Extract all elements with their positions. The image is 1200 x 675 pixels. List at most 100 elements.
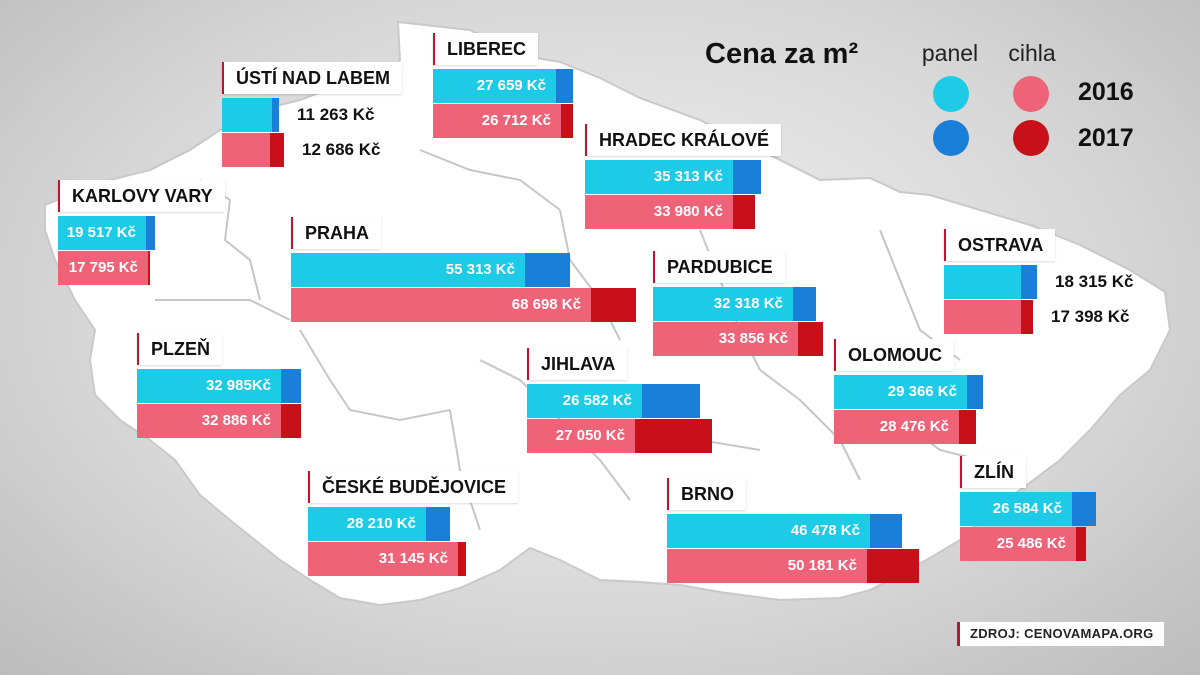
panel-2016-segment — [222, 98, 272, 132]
cihla-bar: 25 486 Kč — [960, 527, 1086, 561]
panel-2016-segment — [585, 160, 733, 194]
panel-value-label: 26 584 Kč — [992, 500, 1062, 517]
city-label: JIHLAVA — [527, 348, 628, 380]
panel-value-label: 28 210 Kč — [346, 515, 416, 532]
cihla-2016-segment — [433, 104, 561, 138]
cihla-2017-segment — [270, 133, 284, 167]
panel-2016-segment — [653, 287, 793, 321]
cihla-2017-segment — [635, 419, 712, 453]
chart-title: Cena za m² — [705, 38, 859, 70]
cihla-bar: 68 698 Kč — [291, 288, 636, 322]
cihla-2017-segment — [1076, 527, 1086, 561]
cihla-bar: 33 856 Kč — [653, 322, 823, 356]
cihla-bar: 33 980 Kč — [585, 195, 755, 229]
panel-value-label: 46 478 Kč — [790, 522, 860, 539]
cihla-2017-segment — [281, 404, 301, 438]
panel-2016-segment — [291, 253, 525, 287]
cihla-bar: 50 181 Kč — [667, 549, 919, 583]
city-label: ČESKÉ BUDĚJOVICE — [308, 471, 519, 503]
cihla-bar: 12 686 Kč — [222, 133, 380, 167]
cihla-2016-segment — [222, 133, 270, 167]
panel-2016-segment — [58, 216, 146, 250]
cihla-2017-segment — [867, 549, 919, 583]
cihla-2017-segment — [959, 410, 976, 444]
panel-bar: 55 313 Kč — [291, 253, 570, 287]
panel-value-label: 32 985Kč — [205, 377, 271, 394]
legend-year-2017: 2017 — [1078, 124, 1134, 152]
cihla-value-label: 32 886 Kč — [201, 412, 271, 429]
cihla-value-label: 17 795 Kč — [68, 259, 138, 276]
panel-bar: 29 366 Kč — [834, 375, 983, 409]
panel-bar: 19 517 Kč — [58, 216, 155, 250]
panel-bar: 27 659 Kč — [433, 69, 573, 103]
panel-2016-segment — [944, 265, 1021, 299]
panel-bar: 35 313 Kč — [585, 160, 761, 194]
city-label: PLZEŇ — [137, 333, 223, 365]
panel-value-label: 29 366 Kč — [887, 383, 957, 400]
cihla-bar: 17 398 Kč — [944, 300, 1129, 334]
cihla-bar: 28 476 Kč — [834, 410, 976, 444]
cihla-2017-segment — [591, 288, 636, 322]
cihla-2016-segment — [308, 542, 458, 576]
panel-2016-segment — [834, 375, 967, 409]
panel-2017-segment — [967, 375, 983, 409]
cihla-2017-segment — [733, 195, 755, 229]
legend-cihla-2017-swatch — [1013, 120, 1049, 156]
cihla-value-label: 33 856 Kč — [718, 330, 788, 347]
cihla-2016-segment — [667, 549, 867, 583]
cihla-value-label: 12 686 Kč — [302, 140, 381, 159]
city-label: PRAHA — [291, 217, 382, 249]
panel-value-label: 32 318 Kč — [713, 295, 783, 312]
panel-2017-segment — [870, 514, 902, 548]
cihla-2017-segment — [148, 251, 150, 285]
panel-2017-segment — [1021, 265, 1037, 299]
cihla-2016-segment — [137, 404, 281, 438]
city-label: OSTRAVA — [944, 229, 1056, 261]
cihla-bar: 31 145 Kč — [308, 542, 466, 576]
panel-bar: 26 582 Kč — [527, 384, 700, 418]
panel-2017-segment — [525, 253, 570, 287]
panel-bar: 46 478 Kč — [667, 514, 902, 548]
city-label: BRNO — [667, 478, 746, 510]
panel-2017-segment — [642, 384, 700, 418]
cihla-2016-segment — [653, 322, 798, 356]
cihla-value-label: 50 181 Kč — [787, 557, 857, 574]
cihla-value-label: 68 698 Kč — [511, 296, 581, 313]
panel-value-label: 27 659 Kč — [476, 77, 546, 94]
panel-bar: 18 315 Kč — [944, 265, 1133, 299]
panel-2017-segment — [146, 216, 155, 250]
panel-2016-segment — [308, 507, 426, 541]
panel-bar: 28 210 Kč — [308, 507, 450, 541]
legend-cihla-label: cihla — [1008, 40, 1056, 66]
city-label: PARDUBICE — [653, 251, 785, 283]
cihla-2016-segment — [58, 251, 148, 285]
cihla-value-label: 28 476 Kč — [879, 418, 949, 435]
panel-bar: 11 263 Kč — [222, 98, 375, 132]
legend-panel-2017-swatch — [933, 120, 969, 156]
cihla-2016-segment — [960, 527, 1076, 561]
cihla-value-label: 25 486 Kč — [996, 535, 1066, 552]
cihla-value-label: 26 712 Kč — [481, 112, 551, 129]
city-label: LIBEREC — [433, 33, 539, 65]
city-label: ÚSTÍ NAD LABEM — [222, 62, 402, 94]
cihla-bar: 17 795 Kč — [58, 251, 150, 285]
cihla-bar: 27 050 Kč — [527, 419, 712, 453]
source-note: ZDROJ: CENOVAMAPA.ORG — [957, 622, 1164, 646]
city-label: HRADEC KRÁLOVÉ — [585, 124, 782, 156]
panel-bar: 26 584 Kč — [960, 492, 1096, 526]
panel-value-label: 11 263 Kč — [297, 105, 375, 124]
panel-2016-segment — [137, 369, 281, 403]
panel-2017-segment — [733, 160, 761, 194]
panel-value-label: 26 582 Kč — [562, 392, 632, 409]
legend-panel-2016-swatch — [933, 76, 969, 112]
cihla-value-label: 31 145 Kč — [378, 550, 448, 567]
panel-2017-segment — [556, 69, 573, 103]
panel-2016-segment — [667, 514, 870, 548]
panel-2017-segment — [281, 369, 301, 403]
cihla-value-label: 33 980 Kč — [653, 203, 723, 220]
cihla-2016-segment — [527, 419, 635, 453]
panel-2016-segment — [433, 69, 556, 103]
panel-2017-segment — [793, 287, 816, 321]
city-label: OLOMOUC — [834, 339, 954, 371]
cihla-value-label: 17 398 Kč — [1051, 307, 1130, 326]
